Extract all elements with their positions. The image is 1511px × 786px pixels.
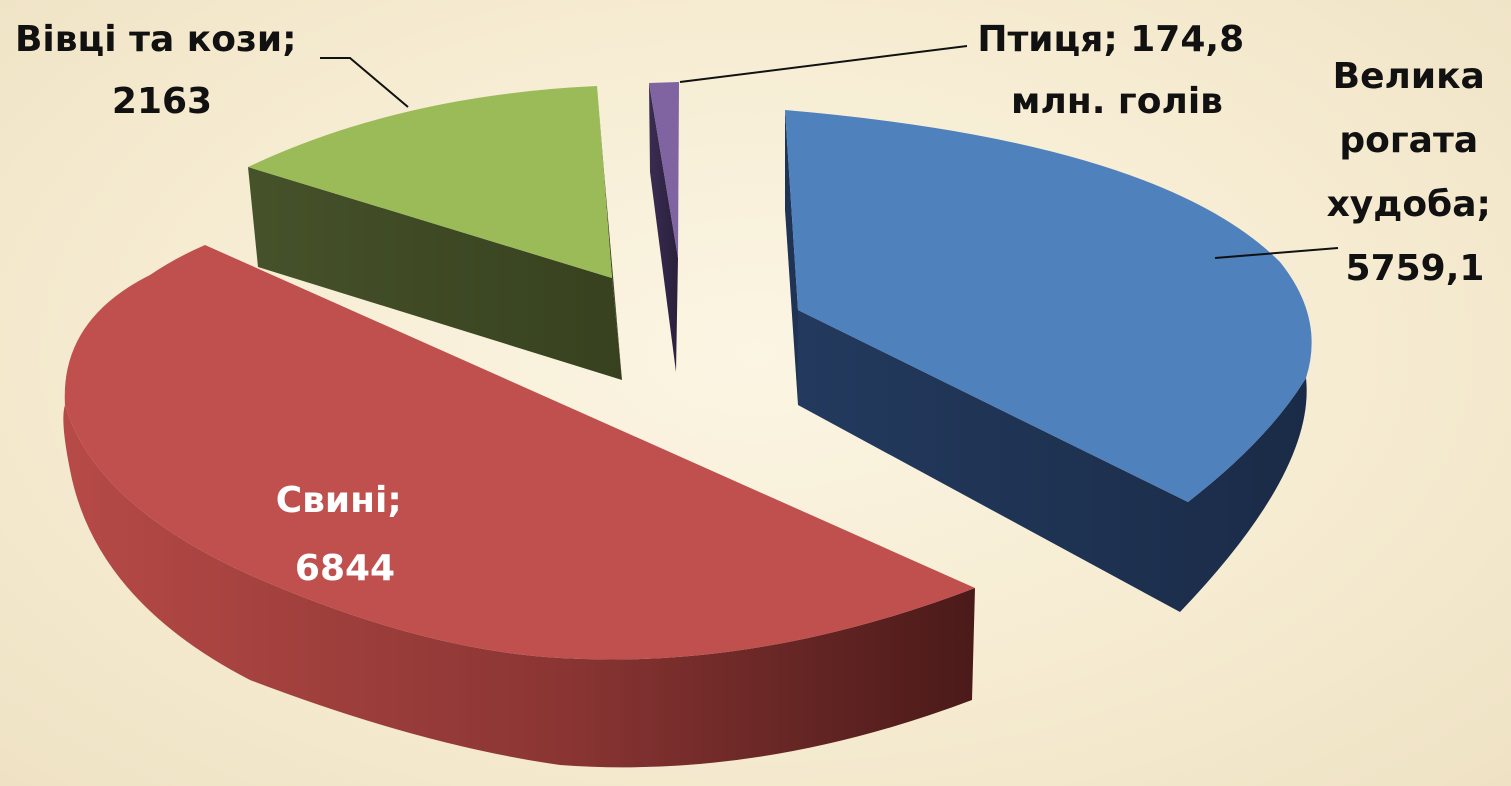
label-sheep-goats: Вівці та кози; 2163 <box>15 19 309 122</box>
label-cattle: Велика рогата худоба; 5759,1 <box>1327 56 1504 289</box>
label-cattle-line-3: худоба; <box>1327 184 1491 225</box>
leader-line-cattle <box>1214 247 1339 259</box>
slice-sheep-goats-top <box>248 86 612 278</box>
label-poultry: Птиця; 174,8 млн. голів <box>977 19 1256 122</box>
label-poultry-line-1: Птиця; 174,8 <box>977 19 1244 60</box>
slice-poultry <box>649 82 679 372</box>
slice-pigs-top <box>64 245 976 660</box>
label-pigs-line-2: 6844 <box>295 548 395 589</box>
slice-cattle-side-bottom <box>798 310 1307 612</box>
slice-sheep-goats-side <box>248 167 622 380</box>
label-pigs: Свині; 6844 <box>276 480 415 589</box>
slice-sheep-goats <box>248 86 622 380</box>
slice-cattle <box>785 110 1312 612</box>
label-poultry-line-2: млн. голів <box>1011 81 1223 122</box>
slice-cattle-side-left <box>785 110 798 405</box>
label-cattle-line-4: 5759,1 <box>1346 248 1485 289</box>
slice-pigs <box>63 245 976 768</box>
label-cattle-line-1: Велика <box>1333 56 1485 97</box>
label-sheep-goats-line-2: 2163 <box>112 81 212 122</box>
label-pigs-line-1: Свині; <box>276 480 402 521</box>
slice-cattle-top <box>785 110 1312 502</box>
slice-poultry-top <box>649 82 679 258</box>
slice-pigs-side <box>63 405 976 768</box>
slice-poultry-side <box>649 83 678 372</box>
leader-line-poultry <box>679 45 968 83</box>
leader-lines <box>320 45 1339 259</box>
label-cattle-line-2: рогата <box>1339 120 1478 161</box>
label-sheep-goats-line-1: Вівці та кози; <box>15 19 297 60</box>
leader-line-sheep-goats <box>320 57 409 108</box>
